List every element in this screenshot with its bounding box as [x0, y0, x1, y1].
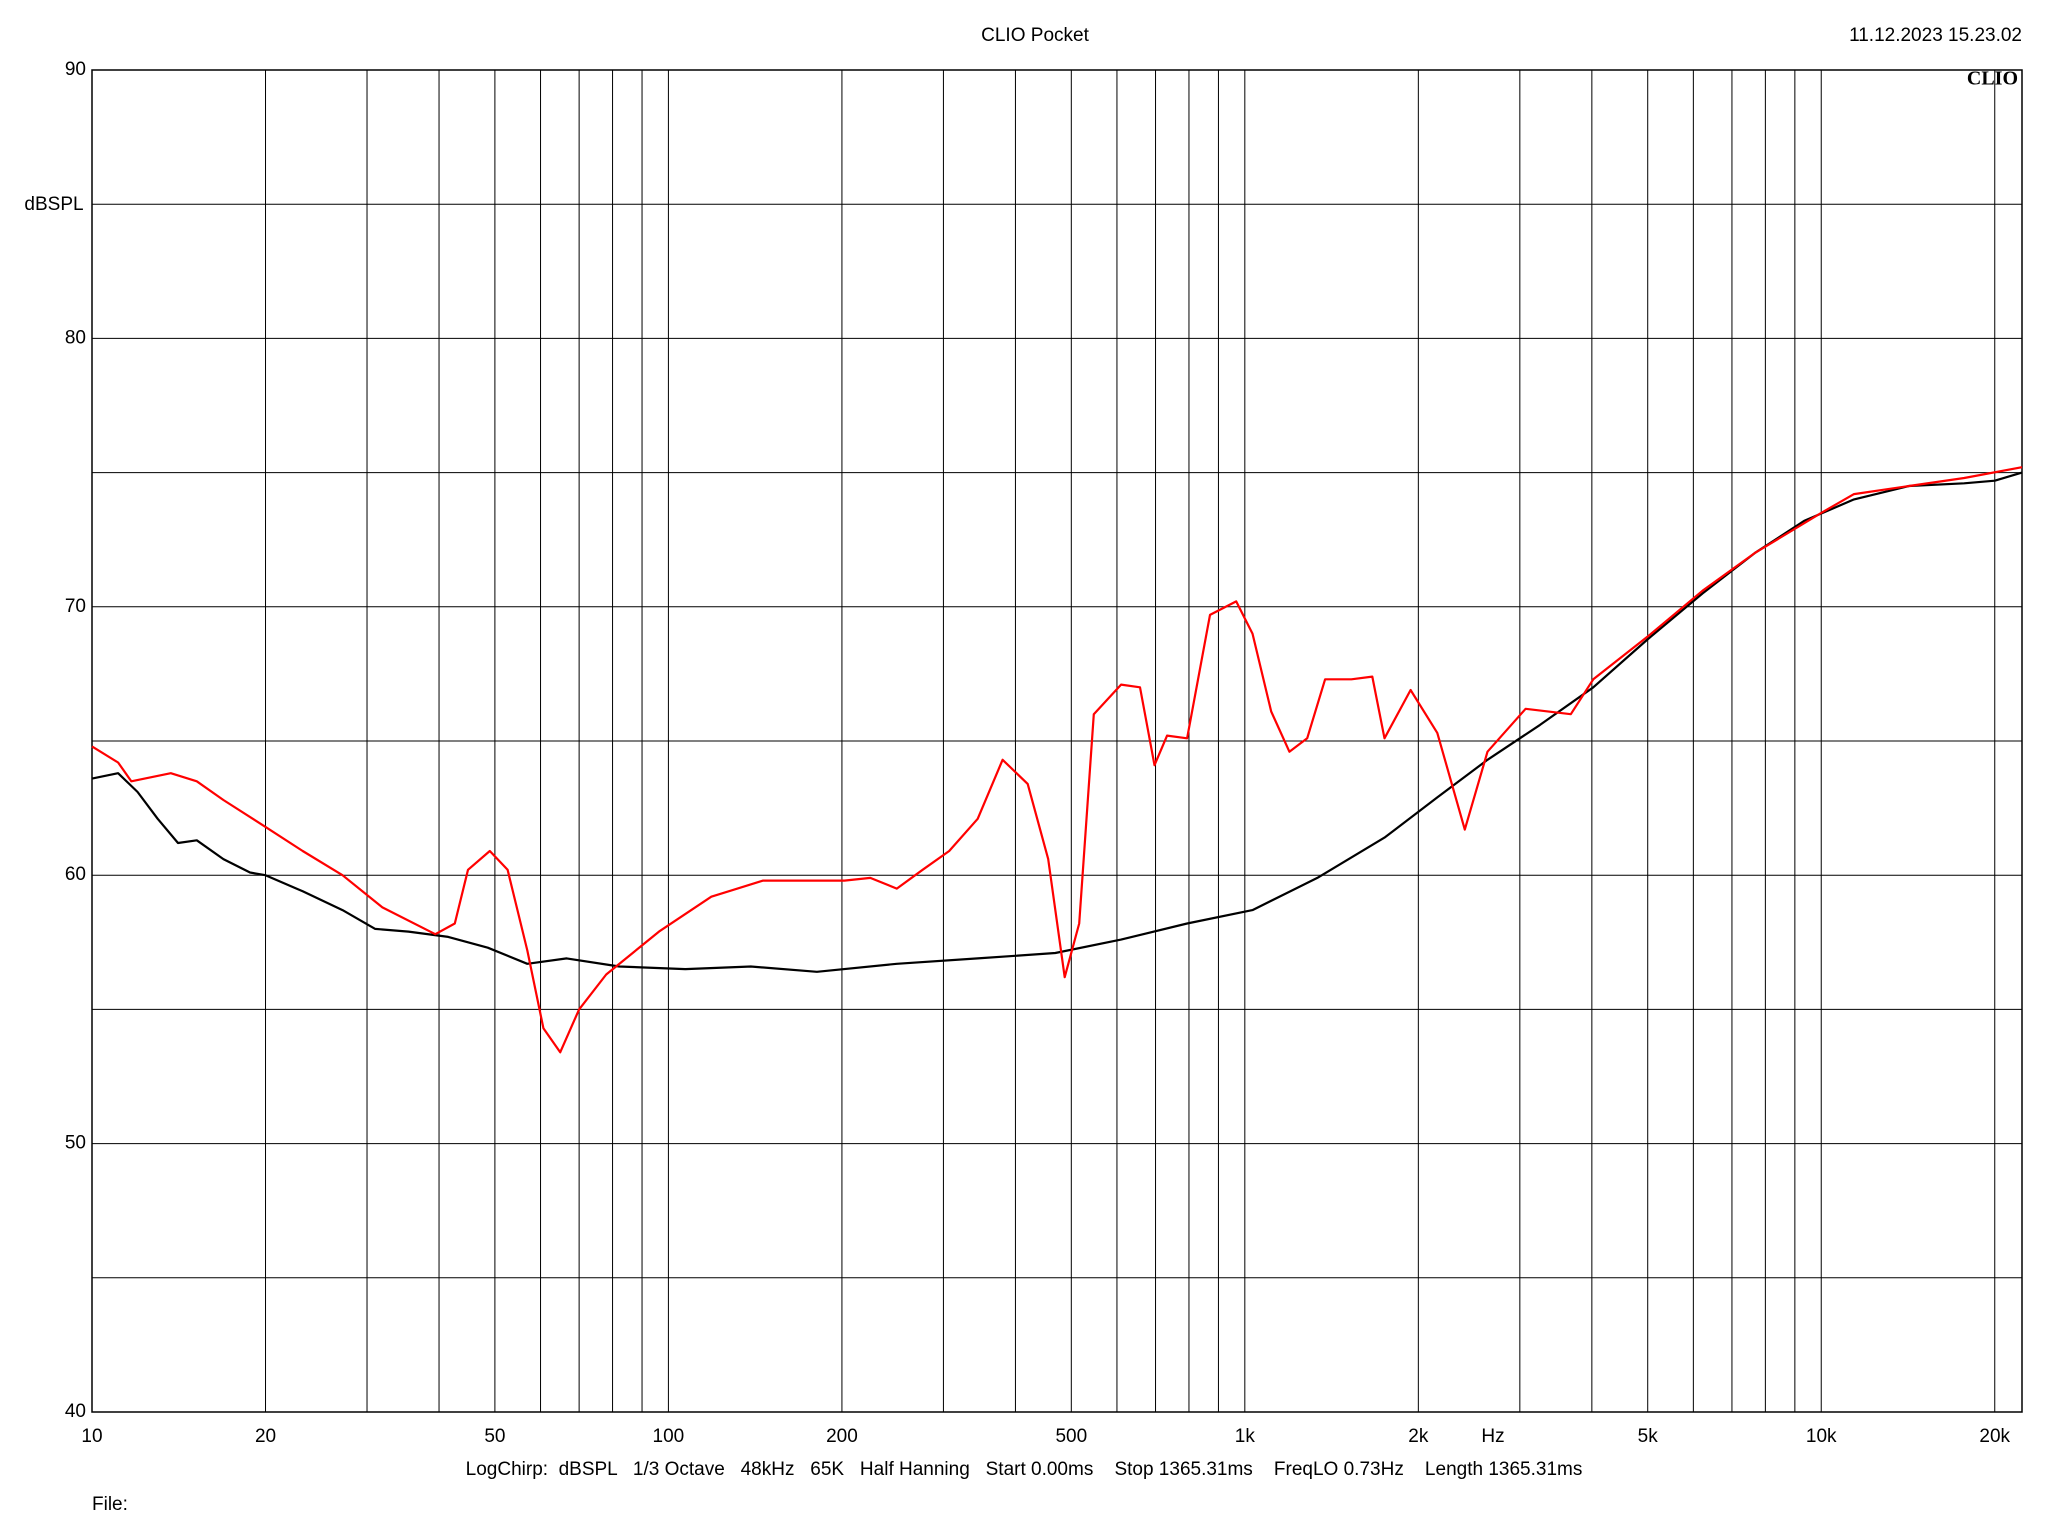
- x-unit: Hz: [1481, 1426, 1504, 1447]
- x-tick-label: 1k: [1235, 1426, 1256, 1447]
- x-tick-label: 2k: [1408, 1426, 1429, 1447]
- x-tick-label: 20k: [1979, 1426, 2010, 1447]
- x-tick-label: 20: [255, 1426, 276, 1447]
- series-line: [91, 466, 2023, 1054]
- logo: CLIO: [1967, 68, 2018, 90]
- series-line: [91, 471, 2023, 973]
- timestamp: 11.12.2023 15.23.02: [1849, 25, 2022, 46]
- y-tick-label: 40: [65, 1401, 86, 1422]
- x-tick-label: 10: [81, 1426, 102, 1447]
- x-tick-label: 100: [653, 1426, 685, 1447]
- y-tick-label: 60: [65, 864, 86, 885]
- x-tick-label: 500: [1055, 1426, 1087, 1447]
- chart-title: CLIO Pocket: [981, 25, 1089, 46]
- x-tick-label: 5k: [1638, 1426, 1659, 1447]
- y-tick-label: 50: [65, 1133, 86, 1154]
- y-tick-label: 80: [65, 327, 86, 348]
- x-tick-label: 50: [484, 1426, 505, 1447]
- y-tick-label: 70: [65, 596, 86, 617]
- plot-frame: [91, 69, 2023, 1413]
- x-tick-label: 200: [826, 1426, 858, 1447]
- x-tick-label: 10k: [1806, 1426, 1837, 1447]
- file-label: File:: [92, 1494, 128, 1515]
- y-tick-label: 90: [65, 59, 86, 80]
- footer: LogChirp: dBSPL 1/3 Octave 48kHz 65K Hal…: [466, 1459, 1583, 1480]
- y-axis-label: dBSPL: [24, 194, 83, 215]
